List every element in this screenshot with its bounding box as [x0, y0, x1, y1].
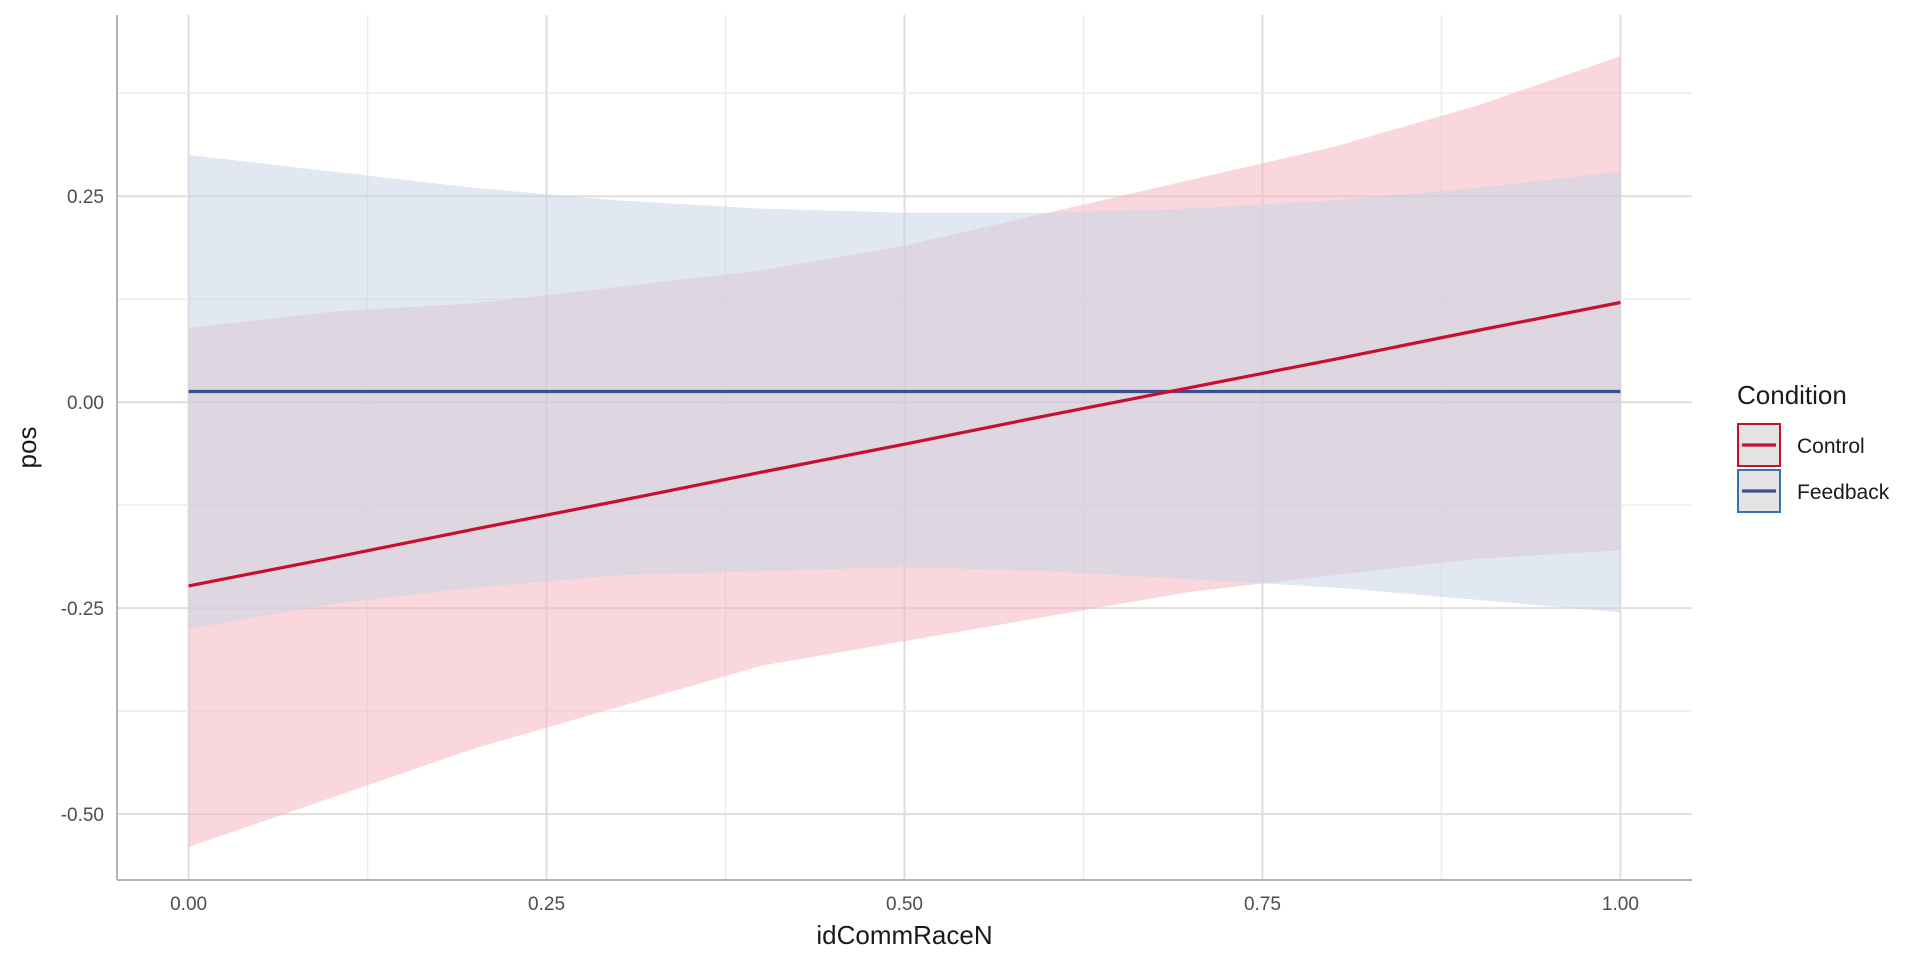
series-lines — [188, 300, 1621, 588]
axes — [116, 15, 1692, 881]
legend-label-control: Control — [1797, 435, 1865, 458]
x-axis-title: idCommRaceN — [816, 920, 992, 950]
legend: Condition Control Feedback — [1737, 380, 1890, 513]
x-tick-label: 1.00 — [1602, 894, 1639, 915]
legend-title: Condition — [1737, 380, 1847, 410]
x-tick-label: 0.75 — [1244, 894, 1281, 915]
y-axis-title: pos — [12, 427, 42, 469]
x-tick-labels: 0.00 0.25 0.50 0.75 1.00 — [170, 894, 1639, 915]
line-control — [188, 300, 1621, 588]
legend-label-feedback: Feedback — [1797, 481, 1890, 504]
x-tick-label: 0.00 — [170, 894, 207, 915]
y-tick-label: 0.25 — [67, 187, 104, 208]
x-tick-label: 0.50 — [886, 894, 923, 915]
legend-items: Control Feedback — [1737, 423, 1890, 513]
y-tick-labels: -0.50 -0.25 0.00 0.25 — [61, 187, 104, 826]
x-tick-label: 0.25 — [528, 894, 565, 915]
y-tick-label: 0.00 — [67, 393, 104, 414]
y-tick-label: -0.50 — [61, 805, 104, 826]
y-tick-label: -0.25 — [61, 599, 104, 620]
